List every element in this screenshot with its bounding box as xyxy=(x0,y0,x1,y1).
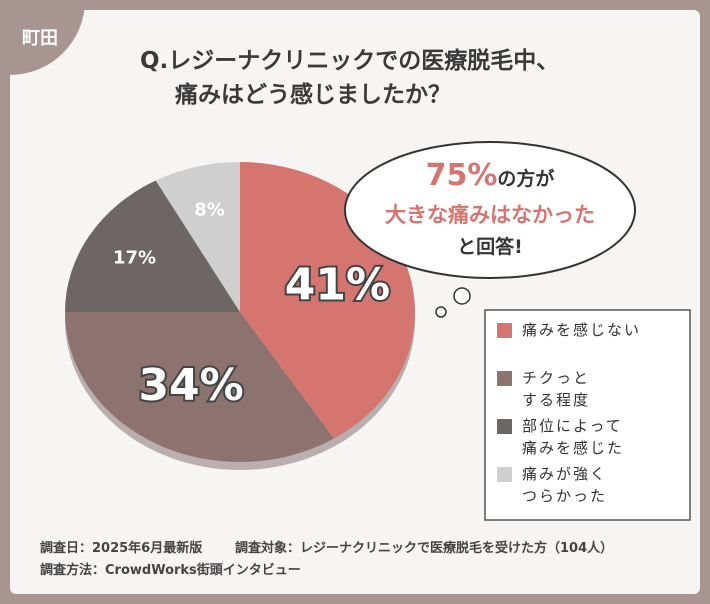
legend-label: チクっとする程度 xyxy=(522,369,590,409)
value-label: 17% xyxy=(113,248,156,269)
pie-slice xyxy=(65,180,240,312)
pie-slice xyxy=(155,162,240,312)
value-label: 34% xyxy=(138,360,243,411)
footer-method: 調査方法：CrowdWorks街頭インタビュー xyxy=(40,562,301,578)
legend-box xyxy=(484,309,691,521)
value-label: 41% xyxy=(285,260,390,311)
chart-title: Q.レジーナクリニックでの医療脱毛中、痛みはどう感じましたか？ xyxy=(140,47,559,108)
bubble-dot xyxy=(453,287,471,305)
legend-swatch xyxy=(497,467,512,482)
annotation-highlight: 75% xyxy=(426,158,498,193)
legend-label: 痛みを感じない xyxy=(522,321,641,339)
pie-slice xyxy=(65,312,334,463)
speech-bubble xyxy=(344,141,636,279)
legend-label: 部位によって痛みを感じた xyxy=(522,417,624,457)
legend-label: 痛みが強くつらかった xyxy=(522,465,607,505)
badge: 町田 xyxy=(22,28,58,49)
badge-bg xyxy=(0,0,85,75)
annotation-text: の方が xyxy=(497,167,554,190)
legend-swatch xyxy=(497,371,512,386)
footer-date: 調査日：2025年6月最新版 xyxy=(40,540,202,556)
annotation-line3: と回答! xyxy=(457,235,523,258)
value-label: 8% xyxy=(194,199,225,220)
annotation-line1: 75%の方が xyxy=(426,158,555,193)
legend-swatch xyxy=(497,323,512,338)
legend-swatch xyxy=(497,419,512,434)
annotation-line2: 大きな痛みはなかった xyxy=(385,203,595,227)
bubble-dot xyxy=(435,306,447,318)
footer-target: 調査対象：レジーナクリニックで医療脱毛を受けた方（104人） xyxy=(235,540,613,556)
